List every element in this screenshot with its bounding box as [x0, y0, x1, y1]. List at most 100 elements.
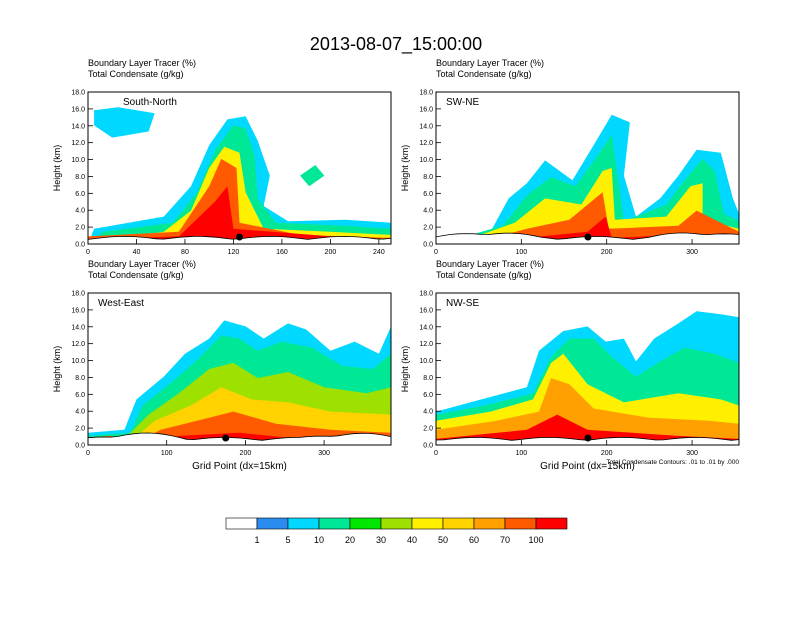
- site-marker: [222, 434, 230, 442]
- y-tick-label: 2.0: [423, 426, 433, 433]
- panel-header-line: Total Condensate (g/kg): [436, 270, 532, 280]
- heatmap-field: [88, 92, 391, 244]
- heatmap-field: [436, 92, 739, 244]
- x-tick-label: 0: [86, 249, 90, 256]
- panel-title: NW-SE: [446, 298, 479, 309]
- colorbar-label: 20: [345, 535, 355, 545]
- panel-header-line: Boundary Layer Tracer (%): [436, 58, 544, 68]
- x-axis-label: Grid Point (dx=15km): [192, 461, 287, 472]
- y-tick-label: 6.0: [423, 191, 433, 198]
- y-tick-label: 4.0: [423, 409, 433, 416]
- x-tick-label: 300: [318, 450, 330, 457]
- y-tick-label: 14.0: [419, 123, 433, 130]
- y-tick-label: 16.0: [419, 307, 433, 314]
- x-tick-label: 300: [686, 249, 698, 256]
- y-tick-label: 18.0: [419, 90, 433, 97]
- y-tick-label: 18.0: [419, 291, 433, 298]
- colorbar-swatch: [349, 517, 382, 530]
- y-tick-label: 14.0: [71, 324, 85, 331]
- x-tick-label: 300: [686, 450, 698, 457]
- y-tick-label: 6.0: [423, 392, 433, 399]
- contour-footnote: Total Condensate Contours: .01 to .01 by…: [606, 459, 739, 466]
- colorbar-label: 30: [376, 535, 386, 545]
- y-tick-label: 2.0: [75, 225, 85, 232]
- x-tick-label: 200: [601, 450, 613, 457]
- y-tick-label: 8.0: [423, 174, 433, 181]
- x-tick-label: 120: [228, 249, 240, 256]
- y-tick-label: 16.0: [71, 307, 85, 314]
- x-tick-label: 0: [434, 450, 438, 457]
- site-marker: [584, 434, 592, 442]
- tracer-region: [88, 146, 391, 244]
- panel-header-line: Total Condensate (g/kg): [436, 69, 532, 79]
- panel-header-line: Boundary Layer Tracer (%): [88, 259, 196, 269]
- panel-west-east: Boundary Layer Tracer (%)Total Condensat…: [52, 259, 392, 472]
- y-tick-label: 8.0: [75, 375, 85, 382]
- y-tick-label: 12.0: [71, 140, 85, 147]
- y-axis-label: Height (km): [52, 346, 62, 393]
- y-tick-label: 4.0: [75, 208, 85, 215]
- y-tick-label: 0.0: [423, 443, 433, 450]
- colorbar-label: 5: [285, 535, 290, 545]
- colorbar-swatch: [380, 517, 413, 530]
- panel-title: South-North: [123, 97, 177, 108]
- y-tick-label: 0.0: [75, 443, 85, 450]
- panel-title: SW-NE: [446, 97, 479, 108]
- y-tick-label: 4.0: [423, 208, 433, 215]
- colorbar-swatch: [256, 517, 289, 530]
- panel-header-line: Total Condensate (g/kg): [88, 69, 184, 79]
- x-tick-label: 200: [240, 450, 252, 457]
- colorbar-label: 60: [469, 535, 479, 545]
- x-tick-label: 100: [516, 249, 528, 256]
- y-tick-label: 10.0: [71, 358, 85, 365]
- x-tick-label: 160: [276, 249, 288, 256]
- colorbar-label: 70: [500, 535, 510, 545]
- x-tick-label: 80: [181, 249, 189, 256]
- y-tick-label: 16.0: [419, 106, 433, 113]
- colorbar-swatch: [504, 517, 537, 530]
- panel-south-north: Boundary Layer Tracer (%)Total Condensat…: [52, 58, 392, 256]
- tracer-region: [300, 165, 325, 187]
- terrain: [88, 432, 391, 445]
- x-tick-label: 200: [601, 249, 613, 256]
- tracer-region: [436, 192, 739, 244]
- colorbar-label: 40: [407, 535, 417, 545]
- y-tick-label: 18.0: [71, 291, 85, 298]
- colorbar-swatch: [411, 517, 444, 530]
- y-axis-label: Height (km): [400, 346, 410, 393]
- x-axis-label: Grid Point (dx=15km): [540, 461, 635, 472]
- tracer-region: [88, 186, 391, 244]
- colorbar-swatch: [225, 517, 258, 530]
- y-tick-label: 10.0: [71, 157, 85, 164]
- tracer-region: [436, 134, 739, 244]
- tracer-region: [436, 414, 739, 445]
- colorbar-label: 10: [314, 535, 324, 545]
- y-axis-label: Height (km): [400, 145, 410, 192]
- y-tick-label: 0.0: [75, 242, 85, 249]
- heatmap-field: [436, 293, 739, 445]
- y-tick-label: 14.0: [71, 123, 85, 130]
- colorbar-label: 1: [254, 535, 259, 545]
- y-tick-label: 12.0: [419, 140, 433, 147]
- colorbar-legend: 1 5 10 20 30 40 50 60 70 100: [225, 517, 568, 545]
- panel-header-line: Total Condensate (g/kg): [88, 270, 184, 280]
- plot-frame: [87, 91, 392, 245]
- y-tick-label: 12.0: [71, 341, 85, 348]
- y-tick-label: 10.0: [419, 157, 433, 164]
- colorbar-label: 100: [528, 535, 543, 545]
- panel-header-line: Boundary Layer Tracer (%): [88, 58, 196, 68]
- panel-sw-ne: Boundary Layer Tracer (%)Total Condensat…: [400, 58, 740, 256]
- y-tick-label: 10.0: [419, 358, 433, 365]
- plot-frame: [87, 292, 392, 446]
- panel-header-line: Boundary Layer Tracer (%): [436, 259, 544, 269]
- x-tick-label: 100: [161, 450, 173, 457]
- plot-frame: [435, 91, 740, 245]
- x-tick-label: 100: [516, 450, 528, 457]
- site-marker: [584, 233, 592, 241]
- colorbar-swatch: [318, 517, 351, 530]
- heatmap-field: [88, 293, 391, 445]
- y-tick-label: 6.0: [75, 392, 85, 399]
- colorbar-swatch: [473, 517, 506, 530]
- figure-title: 2013-08-07_15:00:00: [310, 34, 482, 55]
- panel-nw-se: Boundary Layer Tracer (%)Total Condensat…: [400, 259, 740, 472]
